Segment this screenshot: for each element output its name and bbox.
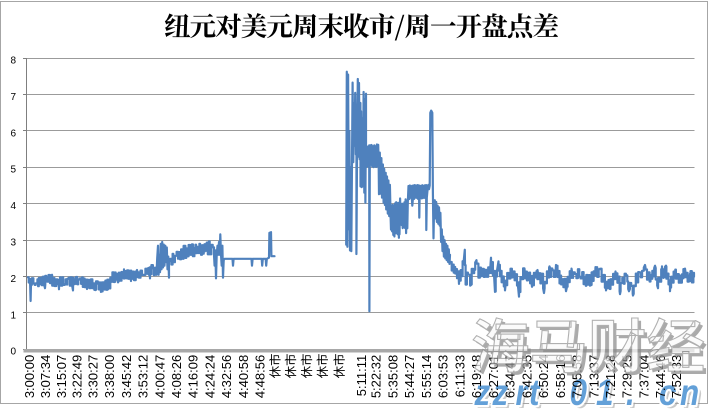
- svg-text:4:08:26: 4:08:26: [169, 355, 184, 398]
- svg-text:6:11:33: 6:11:33: [452, 355, 467, 397]
- svg-text:4:40:58: 4:40:58: [236, 355, 251, 398]
- svg-text:6:50:24: 6:50:24: [536, 355, 551, 398]
- svg-text:4:24:24: 4:24:24: [202, 355, 217, 398]
- svg-text:1: 1: [596, 373, 613, 409]
- svg-text:z: z: [477, 376, 494, 409]
- svg-text:t: t: [529, 373, 541, 409]
- svg-text:1: 1: [599, 376, 616, 409]
- svg-text:7:52:33: 7:52:33: [669, 355, 684, 398]
- svg-text:n: n: [680, 373, 699, 409]
- svg-text:c: c: [662, 376, 679, 409]
- svg-text:5:35:08: 5:35:08: [385, 355, 400, 398]
- svg-text:t: t: [532, 376, 544, 409]
- svg-text:4:32:56: 4:32:56: [219, 355, 234, 398]
- svg-text:3:22:49: 3:22:49: [70, 355, 85, 398]
- svg-text:5: 5: [10, 165, 16, 176]
- svg-text:3:53:12: 3:53:12: [136, 355, 151, 398]
- svg-text:5:11:11: 5:11:11: [354, 355, 369, 396]
- svg-text:3:15:07: 3:15:07: [54, 355, 69, 398]
- svg-text:3:07:34: 3:07:34: [38, 355, 53, 398]
- svg-text:0: 0: [10, 347, 16, 358]
- svg-text:3:00:00: 3:00:00: [22, 355, 37, 398]
- svg-text:r: r: [519, 376, 533, 409]
- svg-text:.: .: [626, 373, 635, 409]
- svg-text:3:45:42: 3:45:42: [119, 355, 134, 398]
- svg-text:8: 8: [10, 56, 16, 67]
- svg-text:5:44:27: 5:44:27: [402, 355, 417, 398]
- svg-text:n: n: [683, 376, 702, 409]
- svg-text:z: z: [474, 373, 491, 409]
- svg-text:3:38:00: 3:38:00: [102, 355, 117, 398]
- svg-text:2: 2: [10, 274, 16, 285]
- svg-text:6:58:16: 6:58:16: [553, 355, 568, 398]
- svg-text:c: c: [659, 373, 676, 409]
- svg-text:3: 3: [10, 238, 16, 249]
- svg-text:6: 6: [10, 128, 16, 139]
- svg-text:0: 0: [573, 376, 590, 409]
- svg-text:3:30:27: 3:30:27: [85, 355, 100, 398]
- svg-text:4:48:56: 4:48:56: [253, 355, 268, 398]
- svg-text:r: r: [516, 373, 530, 409]
- svg-text:5:22:32: 5:22:32: [369, 355, 384, 398]
- svg-text:1: 1: [10, 310, 16, 321]
- svg-text:z: z: [492, 373, 509, 409]
- svg-text:z: z: [495, 376, 512, 409]
- svg-text:0: 0: [570, 373, 587, 409]
- svg-text:4:16:09: 4:16:09: [186, 355, 201, 398]
- svg-text:5:55:14: 5:55:14: [419, 355, 434, 398]
- svg-text:4:00:47: 4:00:47: [152, 355, 167, 398]
- svg-text:6:03:53: 6:03:53: [436, 355, 451, 398]
- svg-text:4: 4: [10, 201, 16, 212]
- svg-text:7: 7: [10, 92, 16, 103]
- svg-text:.: .: [629, 376, 638, 409]
